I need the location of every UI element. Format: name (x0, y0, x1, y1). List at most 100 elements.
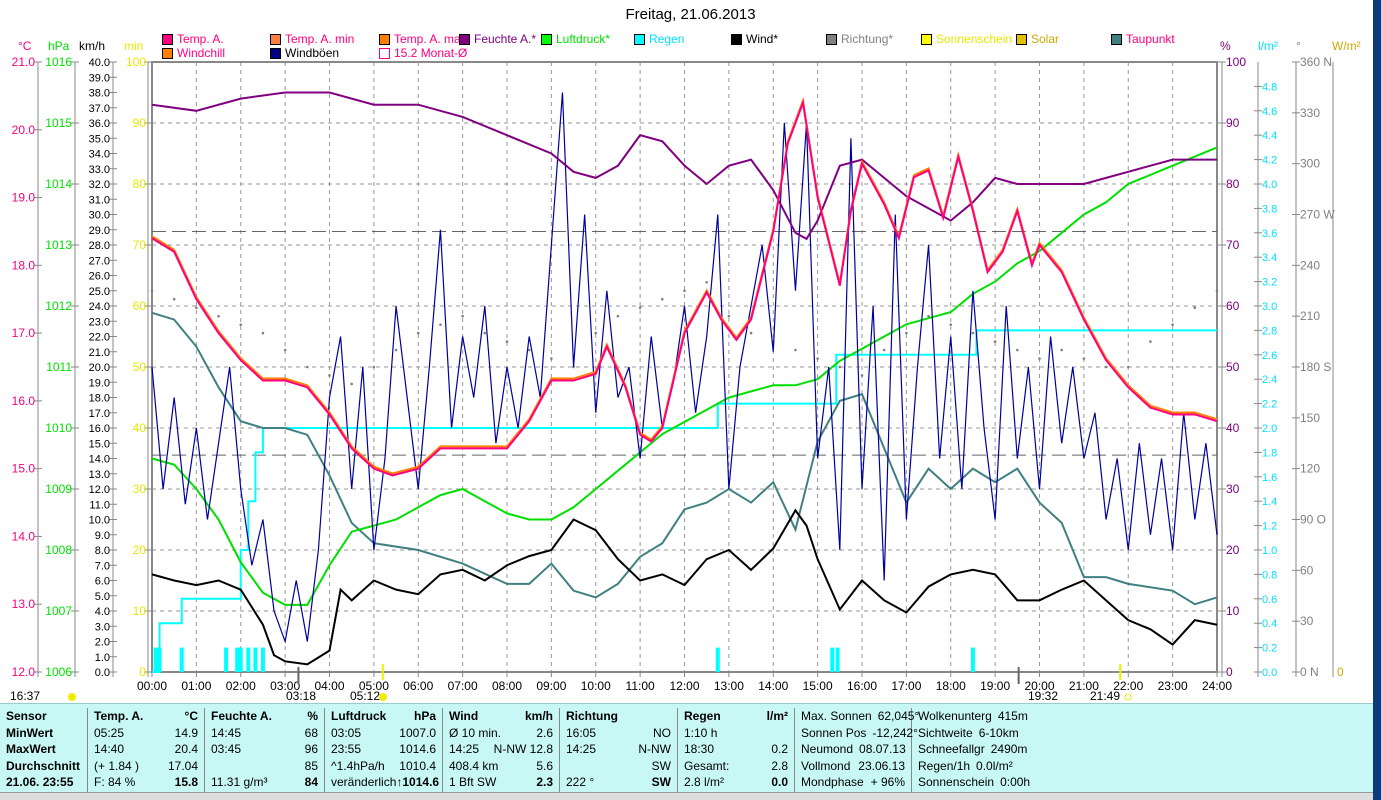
wind-axis-label: 11.0 (89, 499, 110, 511)
wind-axis-label: 12.0 (89, 484, 110, 496)
wind-axis-label: 7.0 (95, 560, 110, 572)
summary-cell: 20.4 (174, 742, 198, 756)
rain-axis-label: 1.2 (1262, 521, 1277, 533)
summary-cell: 1010.4 (399, 758, 436, 773)
summary-cell: 03:45 (211, 742, 242, 756)
pressure-axis-label: 1015 (45, 116, 72, 130)
rain-axis-label: 3.4 (1262, 252, 1277, 264)
humidity-axis-label: 80 (1226, 177, 1240, 191)
summary-cell: 11.31 g/m³ (211, 775, 268, 789)
direction-axis-label: 210 (1300, 309, 1320, 323)
summary-cell: + 96% (870, 775, 905, 789)
wind-axis-label: 33.0 (89, 164, 110, 176)
summary-row: 85 (205, 758, 324, 775)
direction-axis-label: 120 (1300, 462, 1320, 476)
summary-row: Richtung (560, 708, 677, 725)
x-tick-label: 13:00 (714, 679, 744, 693)
summary-cell: 0.2 (771, 742, 788, 756)
pressure-axis-label: 1010 (45, 421, 72, 435)
summary-row: 03:45 96 (205, 741, 324, 758)
rain-axis-label: 1.8 (1262, 447, 1277, 459)
rain-axis-label: 0.0 (1262, 667, 1277, 679)
wind-axis-label: 19.0 (89, 377, 110, 389)
legend-item: Solar (1016, 32, 1059, 46)
minutes-axis-label: 60 (133, 299, 147, 313)
direction-point (1193, 306, 1197, 309)
moon-icon (68, 693, 76, 701)
chart-title: Freitag, 21.06.2013 (625, 6, 756, 23)
rain-axis-label: 4.8 (1262, 81, 1277, 93)
summary-cell: 14:45 (211, 725, 242, 740)
summary-row: 1:10 h (678, 725, 794, 742)
temp-axis-label: 20.0 (12, 123, 36, 137)
legend-label: Taupunkt (1126, 32, 1175, 46)
humidity-axis-label: 50 (1226, 360, 1240, 374)
summary-cell: 15.8 (174, 775, 198, 789)
direction-point (927, 314, 930, 318)
minutes-axis-label: 40 (133, 421, 147, 435)
direction-axis-label: 330 (1300, 106, 1320, 120)
direction-point (1060, 348, 1063, 352)
humidity-axis-label: 70 (1226, 238, 1240, 252)
x-tick-label: 12:00 (669, 679, 699, 693)
direction-point (838, 365, 842, 369)
summary-column: Richtung 16:05 NO 14:25 N-NW SW 222 ° SW (560, 708, 678, 796)
summary-row: F: 84 % 15.8 (88, 774, 204, 791)
wind-axis-label: 21.0 (89, 347, 110, 359)
x-tick-label: 03:00 (270, 679, 300, 693)
solar-axis-label: 0 (1337, 665, 1344, 679)
minutes-axis-label: 80 (133, 177, 147, 191)
legend-item: Temp. A. min (270, 32, 354, 46)
legend-swatch (541, 33, 552, 45)
summary-cell: 1 Bft SW (449, 775, 497, 789)
summary-cell: Gesamt: (684, 758, 730, 773)
rain-axis-label: 2.6 (1262, 350, 1277, 362)
x-tick-label: 11:00 (626, 679, 655, 693)
direction-point (239, 323, 243, 326)
series-windböen-line (151, 92, 1218, 644)
wind-axis-label: 17.0 (89, 408, 110, 420)
legend-label: Temp. A. min (285, 32, 355, 46)
humidity-axis-label: 30 (1226, 482, 1240, 496)
wind-axis-label: 23.0 (89, 316, 110, 328)
rain-axis-label: 0.8 (1262, 569, 1277, 581)
legend-swatch (162, 33, 173, 45)
rain-axis-label: 1.6 (1262, 472, 1277, 484)
summary-row: 222 ° SW (560, 774, 677, 791)
summary-cell: 17.04 (167, 758, 198, 773)
summary-cell: Neumond (801, 742, 854, 756)
rain-axis-label: 4.2 (1262, 155, 1277, 167)
summary-cell: km/h (524, 709, 553, 723)
pressure-axis-label: 1011 (46, 360, 72, 374)
direction-point (483, 331, 487, 335)
direction-point (416, 331, 420, 335)
summary-row: 23:55 1014.6 (325, 741, 442, 758)
minutes-axis-label: 20 (133, 543, 147, 557)
direction-point (727, 314, 731, 318)
summary-cell: ↑1014.6 (396, 775, 440, 789)
summary-row: SW (560, 758, 677, 775)
summary-row: 16:05 NO (560, 725, 677, 742)
summary-cell: 2.8 (771, 758, 788, 773)
summary-cell: N-NW (638, 742, 671, 756)
pressure-axis-label: 1008 (45, 543, 72, 557)
series-luftdruck--line (151, 146, 1218, 606)
legend-label: Luftdruck* (556, 32, 611, 46)
unit-wind: km/h (79, 39, 106, 53)
direction-point (705, 280, 708, 284)
summary-cell: 2.3 (536, 775, 553, 789)
summary-row: 14:25 N-NW (560, 741, 677, 758)
summary-column: Feuchte A.% 14:45 68 03:45 96 85 11.31 g/m³ 84 (205, 708, 325, 796)
direction-point (1171, 323, 1174, 326)
x-tick-label: 10:00 (581, 679, 611, 693)
rain-bar (179, 647, 184, 672)
status-bar (0, 792, 1373, 800)
legend-item: Taupunkt (1111, 32, 1175, 46)
wind-axis-label: 9.0 (95, 530, 110, 542)
temp-axis-label: 17.0 (12, 326, 36, 340)
summary-row: Regen/1h 0.0l/m² (912, 758, 1032, 775)
legend-swatch (379, 33, 390, 45)
minutes-axis-label: 100 (126, 55, 146, 69)
summary-cell: 14.9 (174, 725, 198, 740)
summary-cell: 6-10km (978, 725, 1019, 740)
